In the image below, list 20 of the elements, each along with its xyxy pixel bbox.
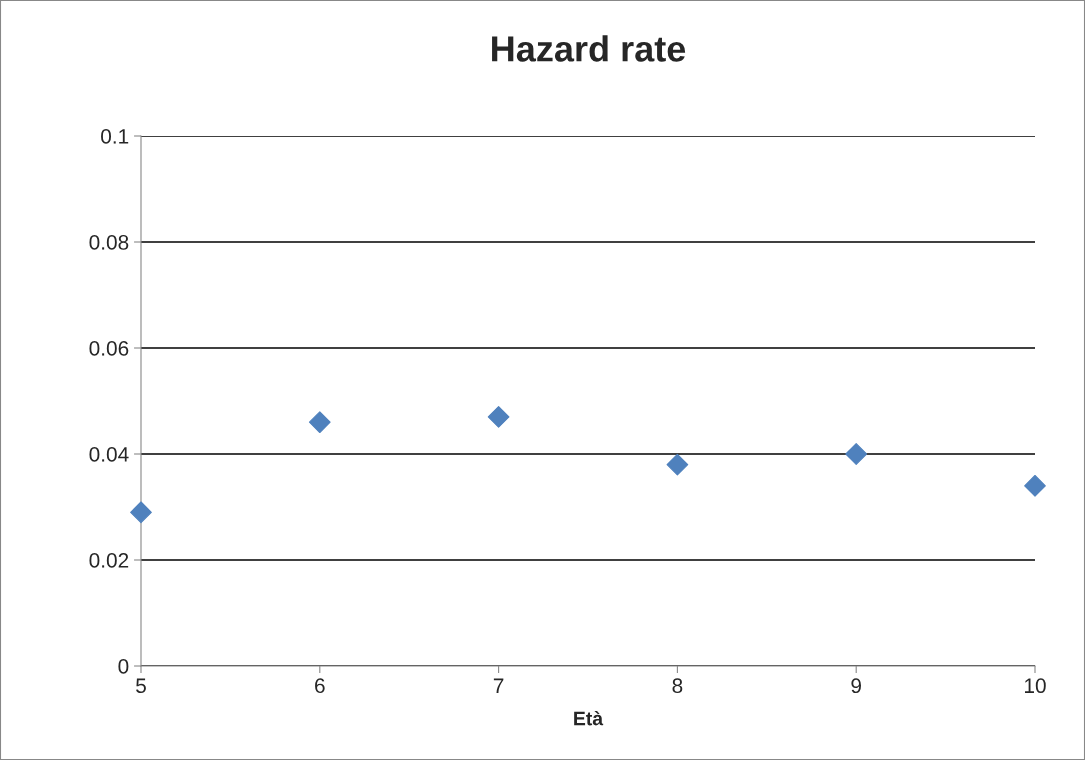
point bbox=[845, 443, 868, 465]
x-tick-label: 10 bbox=[1025, 678, 1046, 694]
x-tick-label: 5 bbox=[136, 678, 146, 694]
x-tick-label: 9 bbox=[851, 678, 862, 694]
chart-title: Hazard rate bbox=[492, 35, 686, 62]
y-tick-label: 0.06 bbox=[89, 341, 129, 356]
y-tick-label: 0.1 bbox=[101, 129, 129, 144]
point bbox=[487, 406, 510, 428]
point bbox=[1024, 474, 1046, 497]
x-tick-label: 7 bbox=[493, 678, 504, 693]
y-tick-label: 0.08 bbox=[89, 235, 129, 250]
x-tick-label: 6 bbox=[315, 678, 325, 694]
x-axis-title: Età bbox=[574, 710, 604, 726]
y-tick-label: 0 bbox=[118, 659, 129, 674]
x-tick-label: 8 bbox=[672, 678, 683, 694]
y-tick-label: 0.04 bbox=[89, 447, 129, 462]
point bbox=[666, 453, 689, 476]
point bbox=[308, 411, 331, 434]
point bbox=[130, 501, 152, 524]
y-tick-label: 0.02 bbox=[89, 553, 129, 568]
